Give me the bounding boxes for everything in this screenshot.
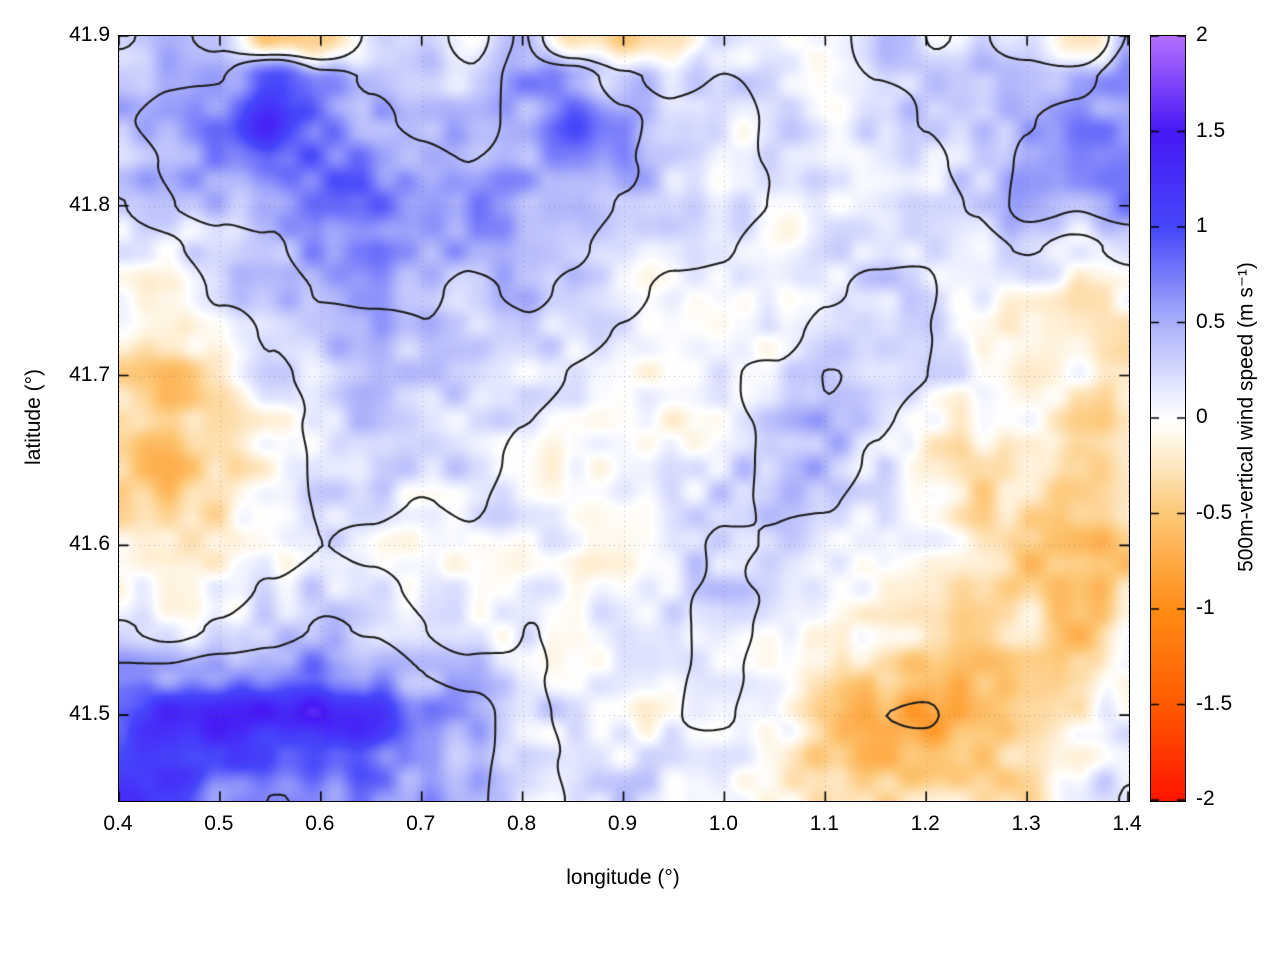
x-tick-label: 0.9 [607,812,638,835]
y-tick-label: 41.6 [69,532,110,556]
x-tick-label: 1.0 [708,812,738,835]
colorbar-tick-label: 2 [1196,23,1208,46]
y-tick-label: 41.5 [69,702,110,726]
colorbar-tick-label: -0.5 [1196,500,1233,524]
y-tick-label: 41.8 [69,192,110,216]
x-tick-label: 1.2 [910,812,940,835]
x-tick-label: 1.3 [1011,812,1041,835]
colorbar-tick-label: 0 [1196,405,1208,428]
plot-area [118,35,1130,802]
x-tick-label: 1.4 [1112,812,1142,835]
colorbar-tick-label: -2 [1196,787,1215,810]
x-tick-label: 0.7 [406,812,436,835]
colorbar-tick-label: 1 [1196,214,1208,237]
colorbar-canvas [1151,36,1185,801]
x-axis-label: longitude (°) [566,866,680,889]
x-tick-label: 1.1 [809,812,839,835]
colorbar-tick-label: -1.5 [1196,691,1233,715]
x-tick-label: 0.5 [204,812,234,835]
x-tick-label: 0.6 [305,812,335,835]
colorbar-tick-label: 0.5 [1196,309,1226,333]
y-tick-label: 41.7 [69,362,110,386]
heatmap-canvas [119,36,1129,801]
x-tick-label: 0.8 [506,812,537,835]
colorbar-tick-label: -1 [1196,596,1215,619]
colorbar-label: 500m-vertical wind speed (m s⁻¹) [1234,262,1258,572]
y-tick-label: 41.9 [69,23,110,46]
colorbar [1150,35,1186,802]
x-tick-label: 0.4 [103,812,133,835]
colorbar-tick-label: 1.5 [1196,118,1226,142]
